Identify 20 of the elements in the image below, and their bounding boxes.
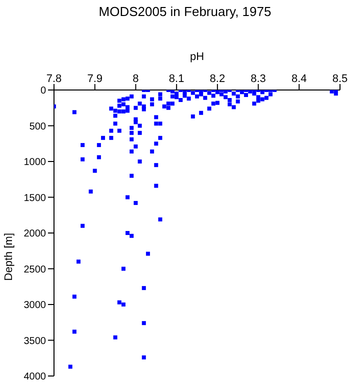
x-tick-label: 7.8 <box>46 73 62 85</box>
x-tick-label: 8.2 <box>210 73 226 85</box>
y-tick-label: 500 <box>29 121 46 132</box>
y-tick-label: 1500 <box>24 192 46 204</box>
x-tick-label: 7.9 <box>87 73 103 85</box>
y-tick-label: 4000 <box>24 372 46 383</box>
y-tick-label: 0 <box>40 86 46 97</box>
y-tick-label: 2500 <box>24 264 46 276</box>
x-tick-label: 8 <box>132 73 139 85</box>
x-axis-title: pH <box>190 50 204 63</box>
x-tick-label: 8.3 <box>250 73 266 85</box>
x-tick-label: 8.4 <box>291 73 307 85</box>
y-tick-label: 1000 <box>24 157 46 168</box>
y-tick-label: 2000 <box>24 228 46 240</box>
y-axis-title: Depth [m] <box>2 233 15 281</box>
chart-title: MODS2005 in February, 1975 <box>98 3 272 21</box>
x-tick-label: 8.1 <box>168 73 184 85</box>
y-tick-label: 3500 <box>24 336 46 347</box>
y-tick-label: 3000 <box>24 300 46 312</box>
x-tick-label: 8.5 <box>332 73 348 85</box>
